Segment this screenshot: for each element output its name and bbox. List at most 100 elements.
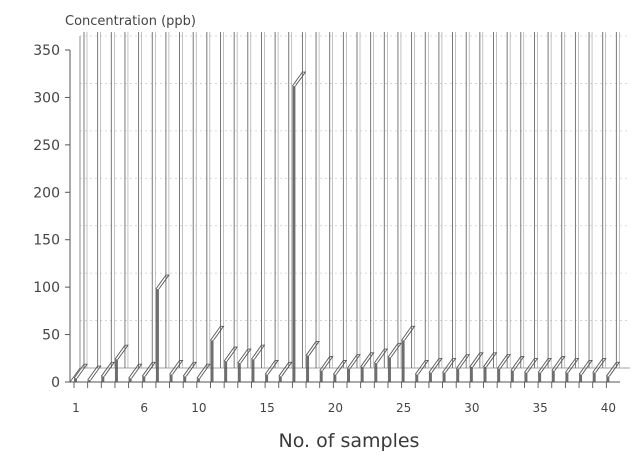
bar	[87, 380, 91, 382]
bar-top	[182, 361, 198, 377]
bar-top	[360, 352, 375, 368]
bar-top	[524, 358, 539, 373]
bar	[347, 368, 350, 382]
bar	[497, 368, 501, 382]
bar	[306, 355, 310, 382]
x-axis-ticks: 1 6 10 15 20 25 30 35 40	[72, 401, 616, 415]
bar-top	[155, 274, 170, 290]
bar-top	[605, 361, 621, 377]
y-tick-label: 0	[51, 375, 60, 391]
bar	[251, 359, 255, 382]
y-tick-label: 50	[42, 328, 60, 344]
x-tick-label: 15	[259, 401, 274, 415]
bar-top	[401, 325, 416, 341]
bar	[292, 86, 296, 382]
bar	[265, 374, 269, 382]
bar	[428, 372, 432, 382]
bar-top	[442, 358, 457, 373]
bar	[483, 366, 487, 382]
x-tick-label: 6	[140, 401, 148, 415]
bar	[592, 372, 596, 382]
bar-top	[387, 342, 402, 358]
bar-top	[196, 363, 211, 379]
bar-top	[223, 346, 239, 362]
bar	[237, 363, 241, 382]
bar-top	[592, 358, 607, 373]
bar	[415, 374, 419, 382]
y-axis-ticks: 0 50 100 150 200 250 300 350	[33, 43, 70, 391]
x-tick-label: 35	[532, 401, 547, 415]
bar	[224, 361, 228, 382]
bar-top	[87, 365, 102, 381]
bar-top	[510, 356, 525, 371]
bar	[210, 340, 214, 382]
bar	[196, 378, 200, 382]
bar-top	[537, 358, 552, 373]
bar-top	[73, 363, 88, 379]
bar	[278, 376, 282, 382]
grid	[80, 35, 630, 369]
bar-top	[455, 354, 471, 369]
bar	[114, 359, 118, 382]
bar	[101, 376, 105, 382]
y-tick-label: 300	[33, 90, 60, 106]
bar-top	[496, 354, 512, 369]
bar	[579, 374, 583, 382]
bar-top	[210, 325, 225, 341]
bar-top	[100, 361, 116, 377]
y-axis-label: Concentration (ppb)	[65, 14, 196, 29]
bar-top	[483, 352, 498, 368]
bar	[319, 370, 323, 382]
bar	[333, 374, 337, 382]
bar	[142, 376, 146, 382]
bar-top	[169, 359, 184, 375]
bar-top	[305, 340, 320, 356]
bar-top	[469, 352, 484, 368]
bar	[183, 376, 187, 382]
bar-top	[128, 363, 143, 379]
x-axis-label: No. of samples	[279, 430, 420, 452]
floor-depth-line	[69, 367, 81, 383]
bar	[401, 340, 405, 382]
bar-top	[414, 359, 430, 375]
bar-top	[141, 361, 157, 377]
bar	[606, 376, 610, 382]
x-tick-label: 25	[396, 401, 411, 415]
bar	[456, 368, 460, 382]
bar-top	[373, 348, 389, 364]
bar-top	[332, 359, 348, 375]
bar-top	[551, 356, 566, 371]
bar	[510, 370, 514, 382]
bar	[551, 370, 555, 382]
bar-top	[346, 354, 361, 369]
bar-top	[264, 359, 279, 375]
y-tick-label: 200	[33, 185, 60, 201]
bar	[128, 378, 132, 382]
bar	[565, 372, 569, 382]
x-tick-label: 30	[464, 401, 479, 415]
bar	[538, 372, 542, 382]
bar-top	[278, 361, 293, 377]
bar	[442, 372, 446, 382]
bar-top	[565, 358, 580, 373]
bar	[169, 374, 173, 382]
bar	[155, 289, 159, 382]
bar	[74, 378, 77, 382]
bar	[469, 366, 473, 382]
bars	[73, 32, 621, 388]
bar	[360, 366, 364, 382]
axis-frame	[69, 36, 630, 383]
bar	[374, 363, 378, 382]
y-tick-label: 250	[33, 138, 60, 154]
y-tick-label: 100	[33, 280, 60, 296]
bar-top	[319, 356, 334, 371]
y-tick-label: 150	[33, 233, 60, 249]
bar-top	[114, 344, 129, 360]
bar-top	[237, 348, 252, 364]
x-tick-label: 10	[191, 401, 206, 415]
bar-top	[292, 71, 307, 87]
x-tick-label: 20	[328, 401, 343, 415]
x-tick-label: 1	[72, 401, 80, 415]
